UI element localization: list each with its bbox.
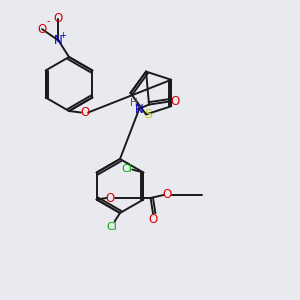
Text: O: O [148, 213, 158, 226]
Text: O: O [54, 12, 63, 26]
Text: H: H [130, 98, 138, 107]
Text: N: N [135, 103, 143, 116]
Text: O: O [80, 106, 89, 119]
Text: +: + [59, 31, 65, 40]
Text: O: O [38, 22, 46, 36]
Text: O: O [170, 95, 180, 108]
Text: S: S [144, 108, 152, 121]
Text: O: O [106, 191, 115, 205]
Text: O: O [163, 188, 172, 202]
Text: Cl: Cl [122, 164, 132, 175]
Text: Cl: Cl [106, 222, 117, 233]
Text: -: - [47, 16, 50, 26]
Text: N: N [54, 34, 63, 47]
